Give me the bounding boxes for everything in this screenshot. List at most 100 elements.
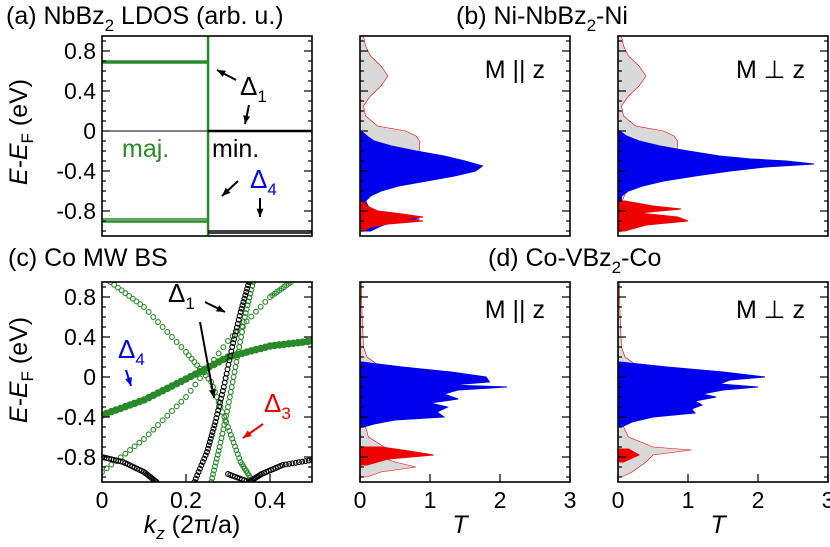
xtick-label-d1: 3: [564, 487, 577, 513]
panel-c-bandstructure: 0.80.40-0.4-0.80 0.2 0.4: [56, 281, 313, 513]
title-a: (a) NbBz2 LDOS (arb. u.): [6, 2, 284, 35]
band-point-delta3-falling: [178, 344, 185, 350]
ytick-label-a: 0: [83, 118, 96, 144]
band-point-delta1-black: [242, 292, 249, 299]
band-point-delta3-falling: [188, 355, 195, 362]
transmission-red: [617, 200, 689, 232]
panel-d-parallel: 0 1 2 3: [354, 281, 577, 513]
band-point-delta1-black: [238, 305, 245, 312]
band-point-delta1-black: [215, 407, 222, 414]
ytick-label-c: -0.4: [56, 404, 96, 430]
band-point-delta3-rising: [169, 408, 175, 414]
band-point-delta1-black: [204, 445, 211, 452]
band-point-delta3-falling: [129, 295, 136, 302]
band-point-delta1-black: [199, 459, 206, 465]
xtick-label-c: 0.4: [254, 487, 286, 513]
arrowhead-a: [256, 208, 264, 217]
band-point-delta1-black: [209, 429, 216, 435]
arrowhead-a: [222, 187, 231, 196]
transmission-red: [359, 446, 434, 466]
ytick-label-a: -0.8: [56, 198, 96, 224]
band-point-delta1-black: [202, 452, 209, 459]
band-point-delta1-green: [233, 359, 240, 365]
ytick-label-c: 0: [83, 364, 96, 390]
ytick-label-a: 0.4: [64, 78, 96, 104]
band-point-delta3-falling: [197, 365, 203, 372]
band-point-delta3-rising: [201, 369, 208, 376]
band-point-delta3-falling: [141, 304, 147, 310]
frame-d2: [617, 281, 829, 483]
band-point-delta1-black: [216, 403, 223, 410]
band-point-lowband-right: [309, 457, 312, 463]
band-point-lowband-right: [302, 458, 309, 465]
xtick-label-d2: 3: [822, 487, 830, 513]
band-point-delta1-green: [242, 310, 249, 317]
band-point-delta1-black: [218, 391, 225, 398]
band-point-delta1-black: [232, 328, 239, 335]
band-point-delta1-green: [239, 329, 245, 335]
band-point-delta3-falling: [185, 352, 192, 359]
band-point-delta3-rising: [173, 403, 180, 410]
band-point-delta1-green: [215, 447, 222, 454]
band-point-lowband-left: [152, 477, 159, 482]
band-point-delta3-rising: [103, 465, 110, 472]
band-point-delta3-falling: [250, 479, 257, 482]
band-point-delta3-falling: [159, 324, 166, 330]
frame-c: [101, 281, 313, 483]
ytick-label-a: 0.8: [64, 38, 96, 64]
band-point-delta1-black: [212, 419, 219, 425]
band-point-delta3-rising: [183, 394, 189, 400]
band-point-delta3-rising: [187, 387, 194, 394]
ytick-label-c: -0.8: [56, 444, 96, 470]
band-point-delta1-black: [207, 435, 214, 442]
transmission-blue: [359, 361, 508, 428]
label-c-delta4: Δ4: [118, 334, 145, 369]
band-point-delta1-black: [233, 324, 240, 331]
band-point-delta1-green: [226, 394, 233, 400]
band-point-delta3-rising: [122, 450, 129, 457]
band-point-lowband-right: [305, 457, 312, 464]
ytick-label-c: 0.8: [64, 284, 96, 310]
ylabel-top: E-EF (eV): [5, 79, 37, 185]
xtick-label-d1: 2: [494, 487, 507, 513]
xtick-label-d1: 0: [354, 487, 367, 513]
band-point-delta1-green: [211, 463, 218, 470]
title-b: (b) Ni-NbBz2-Ni: [456, 2, 628, 35]
band-point-delta1-black: [210, 425, 217, 432]
band-point-delta1-green: [213, 455, 220, 462]
arrowhead-c: [243, 430, 252, 438]
xtick-label-d1: 1: [424, 487, 437, 513]
title-d: (d) Co-VBz2-Co: [488, 244, 661, 277]
band-point-lowband-right: [282, 461, 289, 468]
xtick-label-d2: 0: [612, 487, 625, 513]
annotation-b-parallel: M || z: [485, 56, 545, 84]
band-point-delta1-green: [241, 314, 248, 320]
panel-b-parallel: [359, 35, 571, 237]
band-point-delta3-falling: [155, 319, 161, 325]
band-point-delta3-rising: [178, 398, 185, 405]
band-point-delta3-rising: [285, 282, 292, 287]
xlabel-d-parallel: T: [452, 511, 469, 539]
band-point-delta1-black: [243, 289, 250, 295]
band-point-delta3-rising: [253, 308, 259, 315]
band-point-delta3-rising: [197, 375, 203, 382]
band-point-delta1-green: [238, 334, 245, 340]
band-point-delta3-rising: [164, 412, 171, 419]
band-point-delta3-rising: [155, 422, 161, 428]
band-point-delta1-green: [225, 399, 232, 405]
band-point-delta1-green: [249, 282, 256, 289]
band-point-delta3-falling: [191, 359, 198, 365]
xtick-label-d2: 1: [682, 487, 695, 513]
band-point-delta1-green: [228, 384, 235, 390]
band-point-delta3-rising: [131, 443, 138, 450]
band-point-delta3-falling: [150, 314, 157, 320]
band-point-delta1-black: [206, 439, 213, 445]
xlabel-d-perpendicular: T: [710, 511, 727, 539]
panel-b-perpendicular: [617, 35, 829, 237]
band-point-delta1-black: [231, 336, 238, 343]
panel-a-ldos: 0.8 0.4 0 -0.4 -0.8: [56, 35, 313, 237]
band-point-delta1-black: [195, 469, 202, 475]
transmission-gray: [359, 35, 420, 232]
label-a-delta1: Δ1: [240, 71, 267, 106]
band-point-delta1-black: [239, 302, 246, 309]
